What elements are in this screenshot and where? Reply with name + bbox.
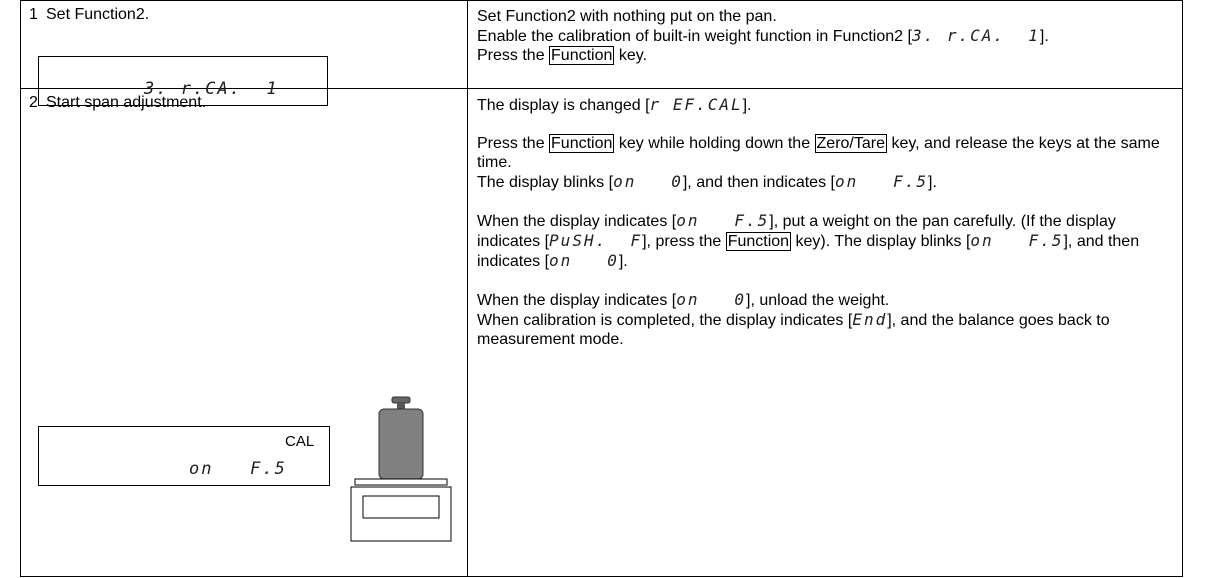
text: ], and then indicates [ bbox=[682, 174, 835, 191]
instruction-cell: The display is changed [r EF.CAL]. Press … bbox=[468, 89, 1182, 577]
paragraph-group: When the display indicates [on F.5], put… bbox=[477, 211, 1172, 271]
text: Set Function2 with nothing put on the pa… bbox=[477, 8, 777, 25]
text: ]. bbox=[618, 253, 628, 270]
text: When the display indicates [ bbox=[477, 292, 677, 309]
display-indicator: CAL bbox=[285, 433, 315, 450]
display-code: on F.5 bbox=[676, 211, 770, 230]
paragraph: Enable the calibration of built-in weigh… bbox=[477, 26, 1172, 46]
display-code: on 0 bbox=[613, 172, 683, 191]
text: ]. bbox=[928, 174, 937, 191]
text: key while holding down the bbox=[614, 135, 815, 152]
text: When calibration is completed, the displ… bbox=[477, 312, 853, 329]
table-row: 1 Set Function2. 3. r.CA. 1 Set Function… bbox=[21, 1, 1182, 106]
text: Enable the calibration of built-in weigh… bbox=[477, 28, 912, 45]
text: ], put a weight on the pan carefully. (I… bbox=[477, 213, 1116, 250]
display-code: on F.5 bbox=[189, 459, 287, 479]
display-panel: CAL on F.5 bbox=[38, 426, 330, 486]
step-cell: 2 Start span adjustment. CAL on F.5 bbox=[21, 89, 468, 577]
text: ]. bbox=[742, 97, 752, 114]
text: Press the bbox=[477, 135, 550, 152]
step-cell: 1 Set Function2. 3. r.CA. 1 bbox=[21, 1, 468, 106]
display-code: on F.5 bbox=[970, 231, 1064, 250]
text: The display is changed [ bbox=[477, 97, 650, 114]
text: When the display indicates [ bbox=[477, 213, 677, 230]
text: The display blinks [ bbox=[477, 174, 614, 191]
text: Press the bbox=[477, 47, 550, 64]
display-code: on F.5 bbox=[834, 172, 929, 191]
display-code: End bbox=[852, 310, 888, 329]
display-panel: 3. r.CA. 1 bbox=[38, 56, 328, 106]
display-code: PuSH. F bbox=[549, 231, 643, 250]
key-label: Zero/Tare bbox=[814, 134, 887, 153]
paragraph: When the display indicates [on 0], unloa… bbox=[477, 290, 1172, 310]
paragraph: Press the Function key while holding dow… bbox=[477, 134, 1172, 172]
paragraph-group: Press the Function key while holding dow… bbox=[477, 134, 1172, 192]
key-label: Function bbox=[725, 232, 792, 251]
balance-illustration bbox=[350, 396, 452, 542]
paragraph-group: The display is changed [r EF.CAL]. bbox=[477, 95, 1172, 115]
text: key). The display blinks [ bbox=[791, 233, 971, 250]
paragraph: Press the Function key. bbox=[477, 46, 1172, 65]
key-label: Function bbox=[549, 134, 615, 153]
paragraph: When the display indicates [on F.5], put… bbox=[477, 211, 1172, 271]
step-number: 2 bbox=[29, 94, 38, 111]
paragraph-group: When the display indicates [on 0], unloa… bbox=[477, 290, 1172, 349]
instruction-table: 1 Set Function2. 3. r.CA. 1 Set Function… bbox=[20, 0, 1183, 577]
display-code: 3. r.CA. 1 bbox=[911, 26, 1040, 45]
display-code: 3. r.CA. 1 bbox=[144, 79, 279, 99]
paragraph: Set Function2 with nothing put on the pa… bbox=[477, 7, 1172, 26]
text: key. bbox=[614, 47, 648, 64]
text: ], press the bbox=[642, 233, 726, 250]
text: ]. bbox=[1039, 28, 1049, 45]
step-number: 1 bbox=[29, 6, 38, 23]
step-title: Start span adjustment. bbox=[46, 94, 207, 111]
table-row: 2 Start span adjustment. CAL on F.5 The … bbox=[21, 89, 1182, 577]
display-code: on 0 bbox=[549, 251, 619, 270]
display-code: on 0 bbox=[676, 290, 747, 309]
paragraph-group: Set Function2 with nothing put on the pa… bbox=[477, 7, 1172, 65]
paragraph: The display is changed [r EF.CAL]. bbox=[477, 95, 1172, 115]
text: key, and release the keys at the same ti… bbox=[477, 135, 1160, 171]
text: ], and then indicates [ bbox=[477, 233, 1140, 270]
instruction-cell: Set Function2 with nothing put on the pa… bbox=[468, 1, 1182, 88]
paragraph: The display blinks [on 0], and then indi… bbox=[477, 172, 1172, 192]
display-code: r EF.CAL bbox=[649, 95, 743, 114]
text: ], and the balance goes back to measurem… bbox=[477, 312, 1110, 348]
step-title: Set Function2. bbox=[46, 6, 150, 23]
paragraph: When calibration is completed, the displ… bbox=[477, 310, 1172, 349]
key-label: Function bbox=[549, 46, 615, 65]
text: ], unload the weight. bbox=[746, 292, 890, 309]
